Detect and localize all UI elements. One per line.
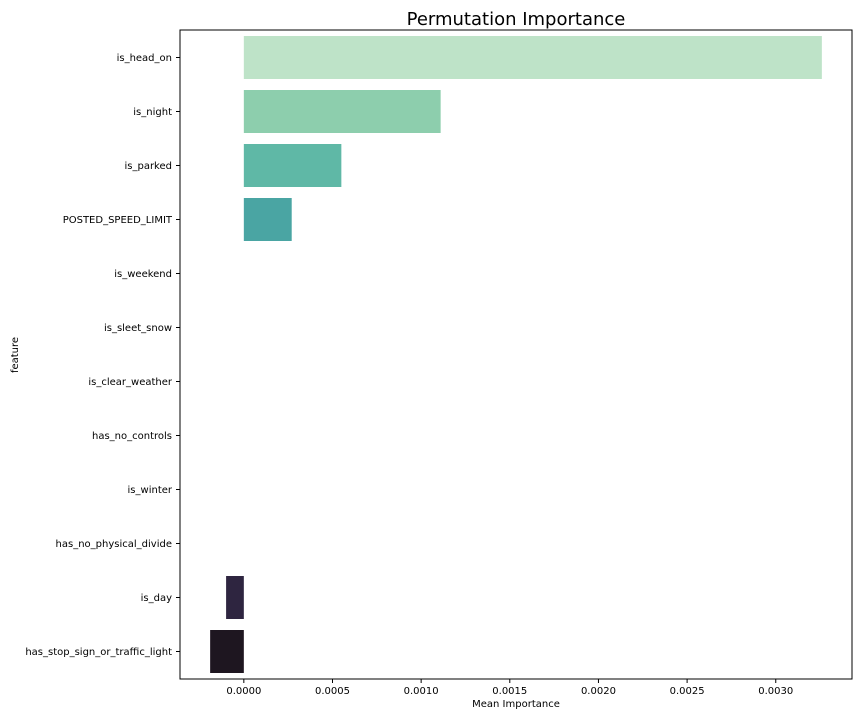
y-tick-label: has_no_physical_divide: [56, 539, 172, 550]
y-tick-label: is_parked: [124, 161, 172, 172]
x-tick-label: 0.0015: [492, 686, 527, 697]
plot-frame: [179, 29, 853, 680]
y-tick-label: is_day: [141, 593, 172, 604]
x-tick-label: 0.0030: [758, 686, 793, 697]
bar-is_parked: [243, 144, 342, 187]
y-tick-label: is_winter: [128, 485, 173, 496]
x-tick-label: 0.0010: [404, 686, 439, 697]
y-tick-label: is_head_on: [117, 53, 172, 64]
y-tick-label: POSTED_SPEED_LIMIT: [63, 215, 173, 226]
chart-title: Permutation Importance: [407, 9, 626, 30]
bar-has_stop_sign_or_traffic_light: [210, 630, 244, 673]
x-tick-label: 0.0025: [670, 686, 705, 697]
y-tick-label: is_night: [133, 107, 172, 118]
x-tick-label: 0.0020: [581, 686, 616, 697]
y-tick-label: has_no_controls: [92, 431, 172, 442]
bar-is_night: [243, 90, 441, 133]
x-tick-label: 0.0005: [315, 686, 350, 697]
y-tick-label: is_sleet_snow: [104, 323, 172, 334]
y-tick-label: is_clear_weather: [88, 377, 173, 388]
bars-layer: [210, 36, 822, 673]
x-axis-label: Mean Importance: [472, 699, 560, 710]
y-tick-label: has_stop_sign_or_traffic_light: [25, 647, 172, 658]
bar-POSTED_SPEED_LIMIT: [243, 198, 292, 241]
x-tick-label: 0.0000: [226, 686, 261, 697]
x-ticks: 0.0000 0.0005 0.0010 0.0015 0.0020 0.0025 0.00…: [226, 679, 793, 697]
y-tick-label: is_weekend: [114, 269, 172, 280]
y-axis-label: feature: [10, 337, 21, 373]
bar-is_day: [226, 576, 244, 619]
y-ticks: is_head_on is_night is_parked POSTED_SPEED_…: [25, 53, 180, 658]
bar-is_head_on: [243, 36, 822, 79]
